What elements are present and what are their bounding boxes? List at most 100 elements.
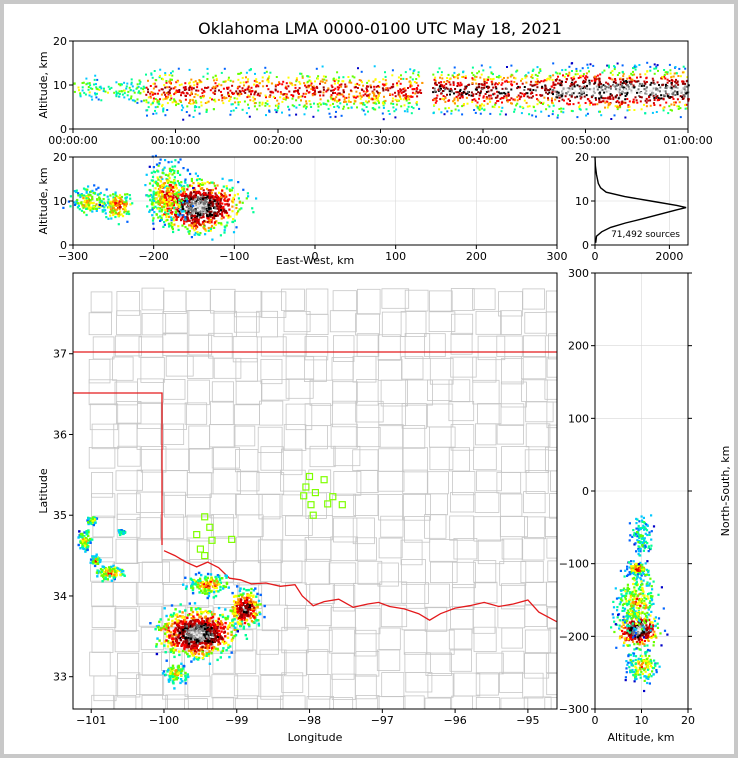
county-border [501, 650, 525, 674]
time-altitude-point [663, 106, 666, 109]
time-altitude-point [335, 110, 337, 113]
east-west-point [183, 195, 187, 198]
county-border [213, 537, 237, 563]
time-altitude-point [545, 79, 548, 82]
plan-view-point [257, 624, 261, 627]
county-border [449, 492, 475, 513]
time-altitude-point [646, 61, 649, 64]
east-west-point [201, 197, 204, 200]
county-border [331, 493, 356, 517]
time-altitude-point [297, 92, 300, 95]
plan-view-point [169, 649, 173, 652]
time-altitude-point [403, 110, 406, 113]
time-altitude-point [580, 86, 583, 89]
time-altitude-point [612, 96, 615, 99]
east-west-point [183, 222, 186, 225]
county-border [309, 583, 335, 604]
east-west-point [152, 222, 155, 225]
county-border [258, 494, 281, 520]
time-altitude-panel: Altitude, km 00:00:00 00:10:00 00:20:00 00:… [37, 35, 713, 147]
county-border [523, 696, 552, 709]
east-west-point [202, 189, 205, 192]
time-altitude-point [662, 98, 665, 101]
east-west-point [203, 219, 206, 223]
time-altitude-point [206, 101, 209, 104]
plan-view-point [226, 617, 229, 620]
time-altitude-point [568, 94, 571, 97]
county-border [429, 357, 454, 385]
time-altitude-point [390, 102, 393, 105]
time-altitude-point [483, 82, 486, 85]
east-west-point [93, 192, 97, 195]
time-altitude-point [549, 88, 552, 91]
time-altitude-point [229, 113, 232, 116]
plan-view-point [254, 612, 258, 616]
time-altitude-point [598, 82, 601, 85]
time-altitude-point [150, 103, 153, 106]
east-west-point [157, 190, 160, 193]
plan-view-point [178, 650, 181, 653]
time-altitude-point [544, 89, 546, 92]
time-altitude-point [203, 90, 206, 93]
time-altitude-point [562, 107, 565, 110]
time-altitude-point [560, 95, 563, 98]
time-altitude-point [550, 85, 553, 88]
plan-view-point [193, 624, 196, 627]
time-altitude-point [450, 109, 453, 112]
time-altitude-point [582, 81, 584, 84]
time-altitude-point [165, 80, 168, 82]
time-altitude-point [415, 90, 418, 93]
time-altitude-point [465, 93, 468, 95]
time-altitude-point [536, 98, 539, 101]
time-altitude-point [574, 73, 577, 76]
time-altitude-point [331, 86, 334, 89]
time-altitude-point [439, 76, 441, 79]
time-altitude-point [387, 110, 390, 112]
time-altitude-point [399, 88, 402, 91]
time-altitude-point [645, 97, 648, 100]
time-altitude-point [264, 94, 267, 97]
plan-view-point [227, 646, 230, 649]
time-altitude-point [330, 97, 333, 100]
time-altitude-point [145, 99, 148, 102]
east-west-point [241, 201, 244, 204]
time-altitude-point [518, 98, 521, 101]
east-west-point [184, 216, 187, 219]
time-altitude-point [338, 98, 341, 101]
plan-view-point [214, 619, 218, 623]
east-west-point [97, 205, 100, 208]
time-altitude-point [212, 76, 215, 79]
time-altitude-point [408, 102, 411, 104]
time-altitude-point [365, 100, 367, 103]
east-west-point [85, 213, 88, 217]
plan-view-point [174, 613, 177, 617]
time-altitude-point [303, 82, 306, 85]
time-altitude-point [374, 78, 377, 81]
east-west-point [186, 168, 189, 171]
county-border [208, 332, 233, 359]
east-west-point [245, 197, 248, 200]
time-altitude-point [338, 76, 341, 79]
time-altitude-point [342, 105, 345, 108]
east-west-point [99, 205, 102, 208]
plan-view-point [208, 662, 212, 665]
east-west-point [193, 188, 197, 191]
time-altitude-point [666, 71, 669, 74]
time-altitude-point [402, 94, 405, 97]
time-altitude-point [674, 80, 677, 83]
time-altitude-point [541, 94, 544, 97]
time-altitude-point [582, 90, 585, 93]
time-altitude-point [337, 92, 340, 95]
time-altitude-point [227, 91, 230, 94]
plan-view-point [198, 627, 202, 630]
east-west-point [190, 214, 194, 217]
time-altitude-point [684, 89, 687, 92]
east-west-point [158, 162, 161, 165]
plan-view-point [208, 619, 211, 623]
plan-view-point [226, 615, 230, 618]
time-altitude-point [657, 97, 660, 100]
time-altitude-point [413, 81, 416, 83]
county-border [357, 560, 383, 585]
east-west-point [86, 195, 89, 198]
time-altitude-point [597, 83, 600, 86]
